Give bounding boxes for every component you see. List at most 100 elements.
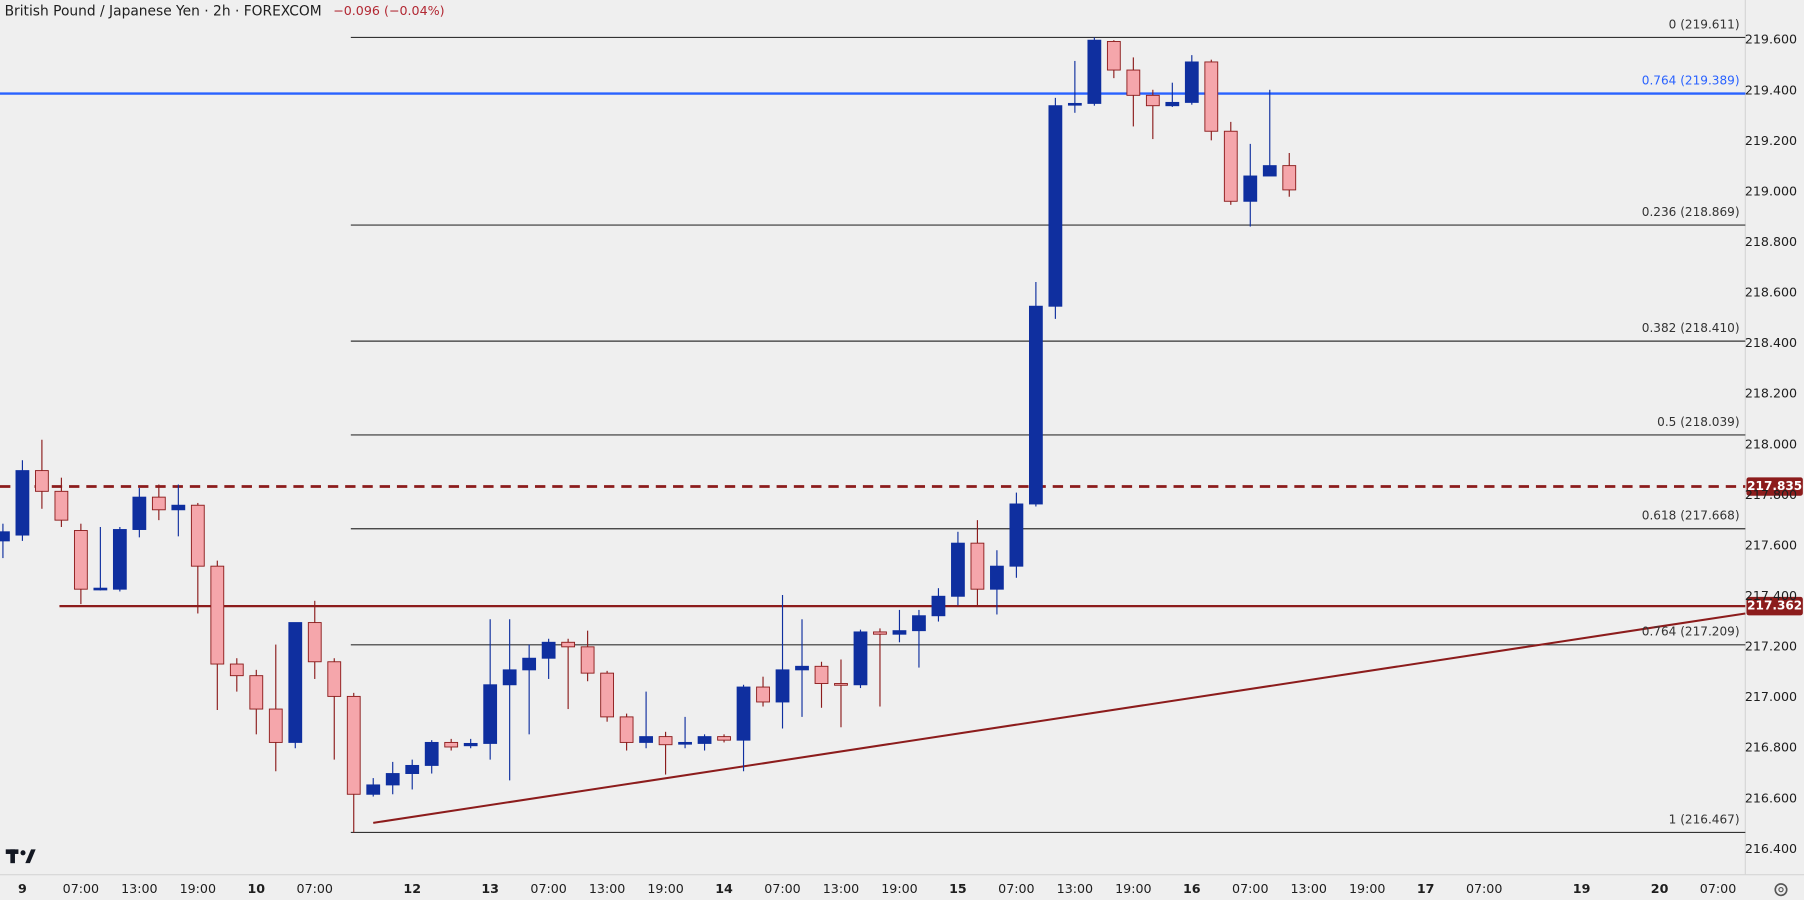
fib-level-label: 0.236 (218.869) [1642,205,1740,219]
candle-body [1165,101,1180,107]
candle-body [307,622,322,663]
candle-body [853,631,868,686]
candle-body [678,741,692,745]
candle-body [366,784,381,795]
candle-body [1126,69,1141,96]
x-tick-label: 13:00 [823,881,859,896]
y-tick-label: 218.800 [1745,234,1797,249]
candle-body [1204,61,1219,132]
candle-body [1262,165,1277,177]
candle-body [1048,105,1063,307]
fib-level-label: 0.618 (217.668) [1642,509,1740,523]
x-tick-label: 20 [1651,881,1669,896]
price-label: 217.362 [1747,599,1802,613]
candle-body [600,672,615,718]
candle-body [834,683,848,686]
candle-body [775,669,790,703]
x-tick-label: 19 [1573,881,1591,896]
chart-title: British Pound / Japanese Yen · 2h · FORE… [5,4,322,20]
x-tick-label: 13 [481,881,499,896]
candle-body [502,669,517,686]
y-tick-label: 217.200 [1745,639,1797,654]
logo-part [20,850,26,856]
x-tick-label: 15 [949,881,967,896]
candle-body [288,622,303,743]
x-tick-label: 13:00 [1291,881,1327,896]
candle-body [1145,94,1160,107]
x-tick-label: 07:00 [1700,881,1736,896]
candle-body [1184,61,1199,103]
candle-body [1067,102,1082,106]
candle-body [229,663,244,677]
x-tick-label: 19:00 [647,881,683,896]
candle-body [15,470,30,536]
candle-body [756,686,770,703]
candle-body [970,542,985,590]
x-tick-label: 12 [403,881,421,896]
candle-body [73,530,88,590]
candle-body [210,565,225,665]
overlay: 0 (219.611) 0.764 (219.389) 0.236 (218.869… [1642,17,1803,826]
candle-body [951,542,965,597]
y-tick-label: 219.600 [1745,32,1797,47]
y-tick-label: 219.000 [1745,183,1797,198]
y-tick-label: 219.400 [1745,82,1797,97]
candle-body [561,641,576,648]
fib-level-label: 0.764 (217.209) [1642,625,1740,639]
candle-body [931,595,946,617]
price-change: −0.096 (−0.04%) [333,3,444,18]
logo-part [10,849,15,864]
candle-body [1009,503,1024,567]
fib-level-label: 0.764 (219.389) [1642,73,1740,87]
settings-gear-center [1778,886,1784,893]
fib-level-label: 0.5 (218.039) [1657,415,1739,429]
logo-part [25,849,36,864]
candle-body [912,615,926,632]
price-label-box [1746,477,1803,496]
fib-level-label: 1 (216.467) [1669,812,1740,826]
candle-body [54,490,69,521]
x-tick-label: 07:00 [297,881,333,896]
x-tick-label: 9 [18,881,27,896]
x-tick-label: 19:00 [1349,881,1385,896]
y-tick-label: 217.400 [1745,588,1797,603]
y-tick-label: 218.600 [1745,285,1797,300]
x-tick-label: 07:00 [998,881,1034,896]
candle-body [463,742,478,747]
y-tick-label: 217.800 [1745,487,1797,502]
candle-body [151,496,166,511]
candle-body [990,565,1004,590]
x-tick-label: 13:00 [1057,881,1093,896]
y-tick-label: 216.600 [1745,790,1797,805]
y-tick-label: 218.000 [1745,436,1797,451]
candle-body [249,675,264,710]
settings-gear[interactable] [1774,883,1788,897]
fib-level-label: 0 (219.611) [1669,17,1740,31]
y-tick-label: 217.000 [1745,689,1797,704]
x-tick-label: 13:00 [589,881,625,896]
price-label-box [1746,596,1803,616]
candle-body [639,736,653,743]
candle-body [93,587,108,591]
x-tick-label: 07:00 [1466,881,1502,896]
candle-body [658,736,673,746]
candle-body [1223,130,1238,202]
x-tick-label: 07:00 [764,881,800,896]
candle-body [697,736,712,744]
candle-body [424,741,439,766]
candle-body [580,646,595,674]
plot-area [0,36,1746,834]
settings-icon[interactable] [1774,883,1788,897]
x-tick-label: 07:00 [530,881,566,896]
candle-body [346,695,361,795]
candle-body [892,630,907,635]
candle-body [327,661,342,697]
candle-body [717,736,731,741]
fib-level-label: 0.382 (218.410) [1642,321,1740,335]
candle-body [268,708,283,743]
candle-body [795,665,809,671]
candle-body [873,631,887,635]
